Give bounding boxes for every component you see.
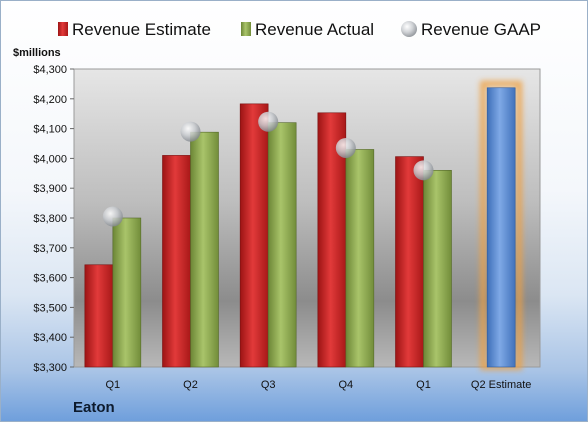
y-tick-label: $3,900 [33, 183, 67, 195]
y-tick-label: $3,300 [33, 362, 67, 374]
bars [84, 80, 523, 371]
y-tick-label: $3,500 [33, 302, 67, 314]
legend-label-revenue-gaap: Revenue GAAP [421, 20, 541, 39]
marker-revenue-gaap [180, 121, 201, 142]
x-tick-label: Q1 [416, 379, 431, 391]
y-axis-unit-label: $millions [13, 47, 61, 59]
y-tick-label: $4,200 [33, 94, 67, 106]
bar-revenue-estimate [162, 155, 191, 368]
bar-revenue-estimate [239, 103, 269, 368]
marker-revenue-gaap [258, 111, 279, 132]
x-tick-label: Q2 [183, 379, 198, 391]
x-tick-label: Q4 [338, 379, 353, 391]
bar-revenue-actual [267, 122, 297, 368]
legend-marker-revenue-gaap [401, 21, 417, 37]
marker-revenue-gaap [102, 206, 123, 227]
bar-revenue-actual [190, 131, 219, 368]
y-tick-label: $3,600 [33, 273, 67, 285]
bar-revenue-actual [423, 170, 452, 368]
legend-swatch-revenue-actual [241, 22, 251, 36]
y-tick-label: $4,100 [33, 124, 67, 136]
plot-area [73, 68, 541, 368]
marker-revenue-gaap [335, 137, 356, 158]
y-tick-label: $4,000 [33, 153, 67, 165]
marker-revenue-gaap [413, 160, 434, 181]
x-tick-label: Q1 [105, 379, 120, 391]
legend: Revenue Estimate Revenue Actual Revenue … [58, 20, 541, 39]
y-tick-label: $3,400 [33, 332, 67, 344]
x-tick-label: Q2 Estimate [471, 379, 532, 391]
y-tick-label: $4,300 [33, 64, 67, 76]
legend-label-revenue-estimate: Revenue Estimate [72, 20, 211, 39]
company-name: Eaton [73, 399, 115, 416]
bar-revenue-estimate [395, 156, 424, 368]
bar-q2-estimate [486, 87, 516, 368]
legend-label-revenue-actual: Revenue Actual [255, 20, 374, 39]
y-axis: $3,300 $3,400 $3,500 $3,600 $3,700 $3,800 $3,9… [33, 64, 74, 374]
y-tick-label: $3,700 [33, 243, 67, 255]
legend-swatch-revenue-estimate [58, 22, 68, 36]
bar-revenue-actual [112, 217, 142, 368]
bar-revenue-actual [345, 149, 375, 368]
x-tick-label: Q3 [261, 379, 276, 391]
y-tick-label: $3,800 [33, 213, 67, 225]
bar-revenue-estimate [84, 264, 114, 368]
gaap-markers [102, 111, 434, 227]
x-axis: Q1 Q2 Q3 Q4 Q1 Q2 Estimate [105, 379, 531, 391]
